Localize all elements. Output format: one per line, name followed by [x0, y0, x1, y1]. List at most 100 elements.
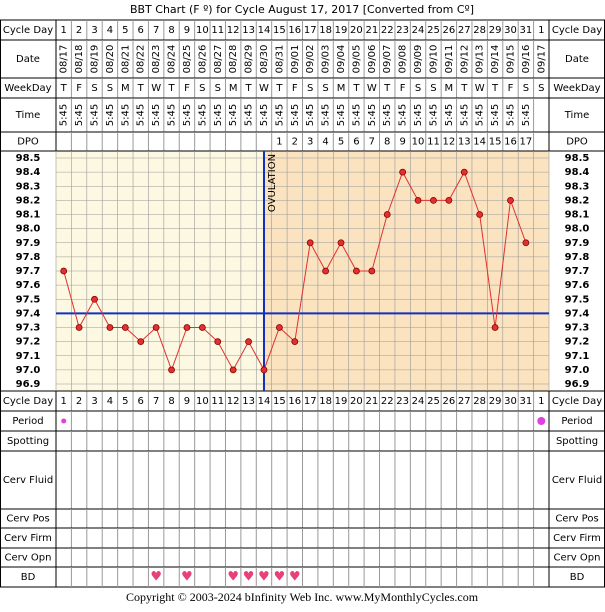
time: 5:45	[213, 104, 224, 126]
date: 08/31	[274, 45, 285, 74]
cell-value: 5	[122, 25, 128, 36]
cell-value: 2	[76, 25, 82, 36]
row-label: Cycle Day	[552, 25, 602, 36]
row-label: Spotting	[7, 436, 49, 447]
cell-value: T	[275, 83, 283, 94]
row-label: WeekDay	[4, 83, 51, 94]
cell-value: 10	[196, 25, 209, 36]
bd-heart: ♥	[150, 570, 162, 585]
cell-value: 27	[458, 396, 471, 407]
date: 09/15	[505, 45, 516, 74]
y-tick-label: 97.9	[16, 238, 41, 249]
time: 5:45	[428, 104, 439, 126]
y-tick-label: 97.8	[16, 252, 41, 263]
temperature-point	[60, 267, 68, 275]
y-tick-label: 96.9	[16, 379, 41, 390]
date: 09/04	[336, 45, 347, 74]
temperature-point	[229, 366, 237, 374]
chart-title: BBT Chart (F º) for Cycle August 17, 201…	[130, 3, 474, 16]
cell-value: 4	[107, 396, 113, 407]
time: 5:45	[459, 104, 470, 126]
y-tick-label: 98.2	[16, 195, 41, 206]
time: 5:45	[197, 104, 208, 126]
cell-value: T	[245, 83, 253, 94]
time: 5:45	[274, 104, 285, 126]
date: 09/09	[413, 45, 424, 74]
date: 09/17	[536, 45, 547, 74]
row-label: Cerv Firm	[553, 533, 601, 544]
cell-value: 27	[458, 25, 471, 36]
temperature-point	[152, 324, 160, 331]
temperature-point	[507, 196, 514, 204]
temperature-point	[168, 366, 175, 374]
cell-value: 12	[442, 137, 455, 148]
cell-value: 8	[168, 396, 174, 407]
bd-heart: ♥	[258, 570, 270, 585]
time: 5:45	[182, 104, 193, 126]
date: 09/16	[521, 45, 532, 74]
cell-value: 14	[258, 25, 271, 36]
time: 5:45	[475, 104, 486, 126]
time: 5:45	[151, 104, 162, 126]
cell-value: 15	[273, 25, 286, 36]
cell-value: T	[167, 83, 175, 94]
row-label: Cerv Fluid	[3, 475, 53, 486]
time: 5:45	[305, 104, 316, 126]
cell-value: S	[199, 83, 205, 94]
time: 5:45	[444, 104, 455, 126]
cell-value: 21	[365, 25, 378, 36]
cell-value: 3	[91, 396, 97, 407]
cell-value: 22	[381, 396, 394, 407]
cell-value: 10	[412, 137, 425, 148]
cell-value: 7	[153, 396, 159, 407]
date: 09/11	[444, 45, 455, 74]
date: 09/06	[367, 45, 378, 74]
period-dot	[537, 417, 546, 425]
period-dot	[61, 418, 67, 424]
y-tick-label: 98.3	[16, 181, 41, 192]
y-tick-label: 98.0	[16, 224, 41, 235]
cell-value: 11	[211, 396, 224, 407]
y-tick-label: 97.7	[16, 266, 41, 277]
y-tick-label: 98.1	[16, 210, 41, 221]
time: 5:45	[413, 104, 424, 126]
cell-value: 23	[396, 396, 409, 407]
date: 09/02	[305, 45, 316, 74]
cell-value: F	[184, 83, 190, 94]
row-label: Cerv Opn	[554, 553, 601, 564]
bd-heart: ♥	[227, 570, 239, 585]
row-label: DPO	[566, 137, 588, 148]
date: 08/19	[90, 45, 101, 74]
date: 08/24	[167, 45, 178, 74]
temperature-point	[137, 338, 145, 346]
y-tick-label: 98.3	[565, 181, 590, 192]
cell-value: 15	[489, 137, 502, 148]
cell-value: T	[352, 83, 360, 94]
date: 08/22	[136, 45, 147, 74]
row-label: Period	[561, 416, 592, 427]
cell-value: 23	[396, 25, 409, 36]
cell-value: 7	[153, 25, 159, 36]
temperature-point	[399, 168, 407, 176]
cell-value: T	[491, 83, 499, 94]
cell-value: 6	[138, 396, 144, 407]
temperature-point	[106, 324, 114, 331]
temperature-point	[383, 211, 391, 218]
cell-value: 8	[384, 137, 390, 148]
cell-value: 6	[353, 137, 359, 148]
time: 5:45	[120, 104, 131, 126]
cell-value: W	[151, 83, 161, 94]
cell-value: S	[91, 83, 97, 94]
date: 08/18	[74, 45, 85, 74]
time: 5:45	[351, 104, 362, 126]
y-tick-label: 97.3	[565, 323, 590, 334]
cell-value: 9	[399, 137, 405, 148]
cell-value: S	[415, 83, 421, 94]
cell-value: 7	[369, 137, 375, 148]
time: 5:45	[398, 104, 409, 126]
date: 09/05	[351, 45, 362, 74]
cell-value: 20	[350, 25, 363, 36]
cell-value: T	[383, 83, 391, 94]
cell-value: 16	[288, 25, 301, 36]
